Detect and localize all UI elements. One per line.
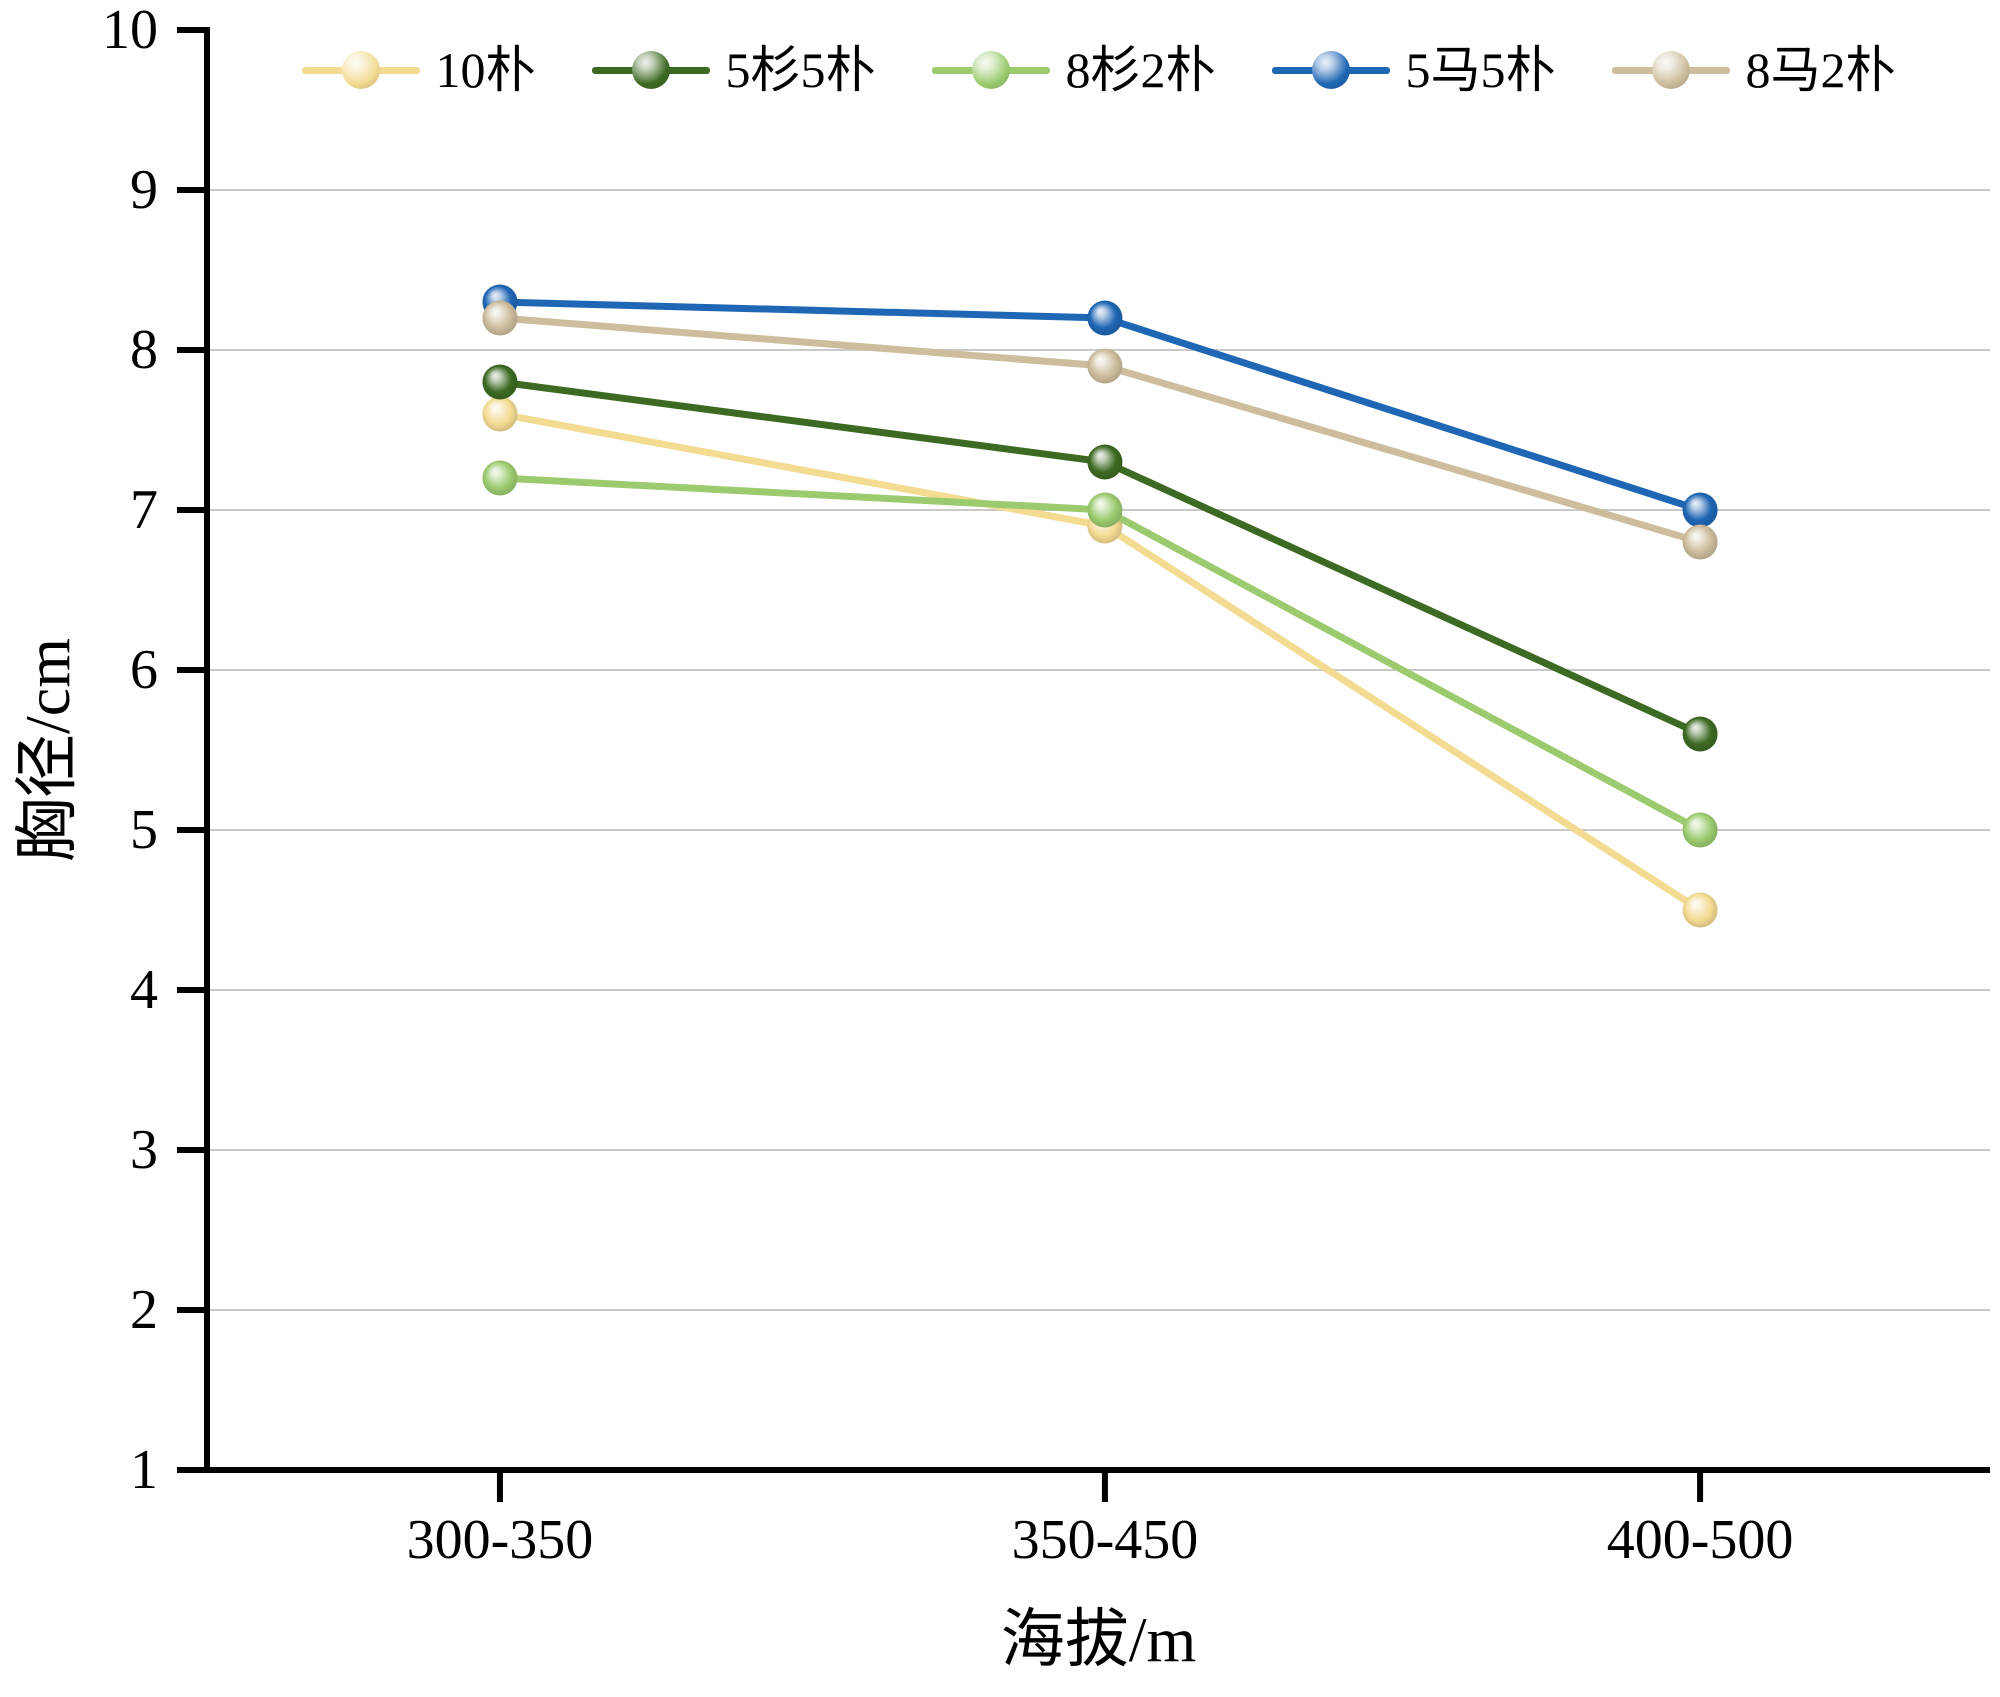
data-point-marker <box>482 364 518 400</box>
data-point-marker <box>1087 492 1123 528</box>
data-point-marker <box>1087 348 1123 384</box>
data-point-marker <box>482 300 518 336</box>
y-tick-label: 9 <box>130 159 158 221</box>
legend-ball-icon <box>341 51 380 89</box>
y-tick-label: 4 <box>130 959 158 1021</box>
data-point-marker <box>482 460 518 496</box>
x-tick-label: 350-450 <box>1011 1509 1199 1571</box>
legend-swatch <box>301 48 420 92</box>
legend-item: 10朴 <box>301 42 536 98</box>
legend-label: 8杉2朴 <box>1065 42 1216 98</box>
legend-ball-icon <box>1651 51 1690 89</box>
legend-ball-icon <box>1311 51 1350 89</box>
legend-item: 5杉5朴 <box>591 42 876 98</box>
legend-item: 8杉2朴 <box>931 42 1216 98</box>
y-axis-title: 胸径/cm <box>12 638 83 862</box>
x-tick-label: 400-500 <box>1606 1509 1794 1571</box>
y-tick-label: 10 <box>102 0 158 61</box>
legend-ball-icon <box>631 51 670 89</box>
x-tick-label: 300-350 <box>406 1509 594 1571</box>
y-tick-label: 8 <box>130 319 158 381</box>
data-point-marker <box>1682 716 1718 752</box>
y-tick-label: 6 <box>130 639 158 701</box>
y-tick-label: 1 <box>130 1439 158 1501</box>
data-point-marker <box>1087 444 1123 480</box>
data-point-marker <box>482 396 518 432</box>
chart-legend: 10朴 5杉5朴 8杉2朴 5马5朴 8马2朴 <box>207 30 1990 110</box>
series-line <box>496 378 1704 738</box>
legend-swatch <box>1611 48 1730 92</box>
y-tick-label: 7 <box>130 479 158 541</box>
legend-item: 8马2朴 <box>1611 42 1896 98</box>
data-point-marker <box>1087 300 1123 336</box>
legend-item: 5马5朴 <box>1271 42 1556 98</box>
x-axis-title: 海拔/m <box>1000 1604 1197 1675</box>
legend-label: 8马2朴 <box>1745 42 1896 98</box>
y-tick-label: 2 <box>130 1279 158 1341</box>
data-point-marker <box>1682 892 1718 928</box>
legend-label: 5杉5朴 <box>725 42 876 98</box>
data-point-marker <box>1682 524 1718 560</box>
data-point-marker <box>1682 492 1718 528</box>
y-tick-label: 3 <box>130 1119 158 1181</box>
y-tick-label: 5 <box>130 799 158 861</box>
legend-label: 10朴 <box>435 42 536 98</box>
legend-label: 5马5朴 <box>1405 42 1556 98</box>
legend-swatch <box>591 48 710 92</box>
legend-swatch <box>1271 48 1390 92</box>
data-point-marker <box>1682 812 1718 848</box>
legend-ball-icon <box>971 51 1010 89</box>
legend-swatch <box>931 48 1050 92</box>
